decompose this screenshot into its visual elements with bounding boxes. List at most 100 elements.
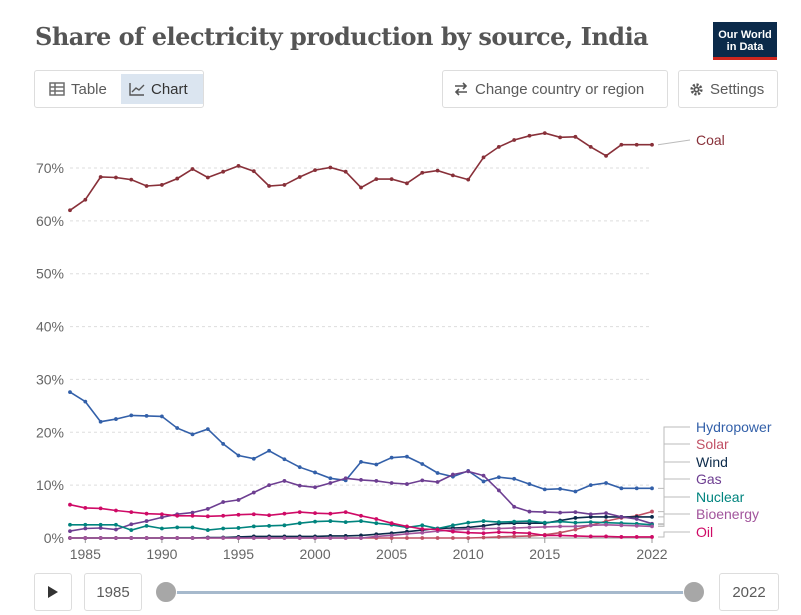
data-point [619,514,624,519]
data-point [512,476,517,481]
data-point [83,522,88,527]
data-point [68,208,72,213]
data-point [129,413,134,418]
play-button[interactable] [34,573,72,611]
data-point [98,175,103,179]
data-point [328,519,333,523]
view-tabs: Table Chart [34,70,204,108]
data-point [83,536,88,540]
data-point [435,536,440,540]
data-point [405,536,409,540]
data-point [190,525,195,530]
data-point [527,533,532,538]
data-point [114,417,118,421]
data-point [588,144,593,149]
data-point [83,505,88,510]
data-point [650,535,654,539]
data-point [466,520,471,525]
data-point [190,513,195,518]
data-point [634,535,639,539]
data-point [619,535,624,539]
data-point [512,504,517,509]
data-point [68,522,72,527]
data-point [251,169,256,174]
tab-chart[interactable]: Chart [121,74,203,104]
y-tick-label: 30% [36,371,64,387]
chart-title: Share of electricity production by sourc… [35,22,649,51]
y-tick-label: 60% [36,213,64,229]
data-point [129,510,134,514]
data-point [558,135,563,140]
data-point [588,514,593,519]
settings-label: Settings [710,80,765,98]
data-point [190,432,195,437]
data-point [359,536,363,540]
data-point [98,526,103,530]
data-point [359,519,363,523]
data-point [328,536,333,540]
start-year-box[interactable]: 1985 [84,573,142,611]
data-point [114,536,118,540]
x-tick-label: 2000 [299,546,330,562]
data-point [221,442,226,446]
data-point [558,486,563,491]
legend-label: Nuclear [696,489,745,505]
data-point [114,175,118,180]
timeline-end-handle[interactable] [683,581,705,603]
data-point [129,528,134,532]
data-point [588,512,593,517]
data-point [527,509,532,514]
data-point [297,521,302,526]
data-point [267,536,272,540]
data-point [144,414,149,418]
data-point [114,522,118,527]
data-point [558,519,563,524]
y-tick-label: 20% [36,424,64,440]
data-point [405,531,409,536]
data-point [236,512,241,517]
data-point [267,184,272,188]
data-point [573,527,578,532]
table-icon [49,82,65,96]
data-point [420,478,425,483]
data-point [328,476,333,481]
data-point [481,155,486,160]
data-point [313,536,317,540]
data-point [282,479,287,483]
data-point [512,534,517,539]
data-point [420,527,425,531]
data-point [542,520,547,525]
data-point [129,177,134,182]
data-point [466,469,471,474]
data-point [267,483,272,488]
data-point [450,472,455,477]
data-point [190,167,195,171]
tab-table[interactable]: Table [43,74,127,104]
data-point [359,185,363,190]
data-point [190,510,195,515]
data-point [527,525,532,530]
change-country-button[interactable]: Change country or region [442,70,668,108]
timeline-track[interactable] [166,591,694,594]
x-tick-label: 1985 [70,546,101,562]
data-point [573,524,578,529]
data-point [466,177,471,182]
data-point [405,181,409,186]
data-point [313,511,317,516]
timeline-start-handle[interactable] [155,581,177,603]
data-point [374,517,379,521]
settings-button[interactable]: Settings [678,70,778,108]
data-point [144,184,149,188]
series-line [69,391,652,493]
owid-logo[interactable]: Our World in Data [713,22,777,60]
data-point [129,522,134,527]
legend-connector [658,443,690,513]
data-point [359,459,363,464]
data-point [435,471,440,475]
data-point [251,512,256,517]
data-point [466,527,471,531]
data-point [420,530,425,535]
data-point [313,168,317,173]
data-point [236,163,241,168]
end-year-box[interactable]: 2022 [719,573,779,611]
